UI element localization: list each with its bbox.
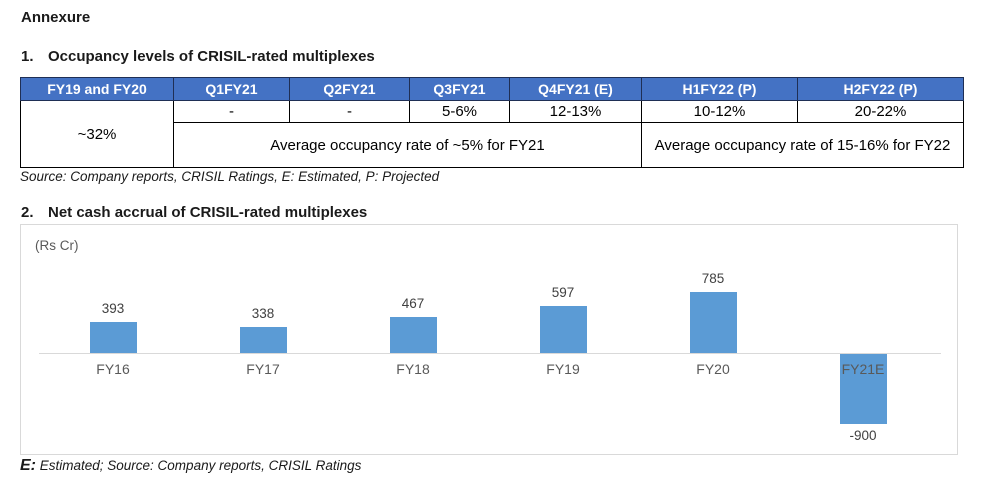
value-label-fy17: 338 bbox=[251, 306, 275, 321]
cell-q3fy21-value: 5-6% bbox=[409, 100, 510, 123]
value-label-fy18: 467 bbox=[401, 296, 425, 311]
value-label-fy16: 393 bbox=[101, 301, 125, 316]
chart-footnote: E: Estimated; Source: Company reports, C… bbox=[20, 457, 361, 475]
cell-q2fy21-value: - bbox=[289, 100, 410, 123]
value-label-fy20: 785 bbox=[701, 271, 725, 286]
category-label-fy18: FY18 bbox=[396, 361, 430, 377]
col-header-h2fy22: H2FY22 (P) bbox=[797, 77, 964, 101]
occupancy-values-row: ~32% - - 5-6% 12-13% 10-12% 20-22% bbox=[20, 100, 964, 168]
col-header-q4fy21: Q4FY21 (E) bbox=[509, 77, 642, 101]
section1-heading: 1. Occupancy levels of CRISIL-rated multi… bbox=[21, 48, 375, 65]
cell-fy21-summary: Average occupancy rate of ~5% for FY21 bbox=[173, 122, 642, 168]
value-label-fy19: 597 bbox=[551, 285, 575, 300]
cell-q1fy21-value: - bbox=[173, 100, 290, 123]
col-header-q1fy21: Q1FY21 bbox=[173, 77, 290, 101]
cell-fy19-fy20-value: ~32% bbox=[20, 100, 174, 168]
section2-heading: 2. Net cash accrual of CRISIL-rated multi… bbox=[21, 204, 367, 221]
value-label-fy21e: -900 bbox=[849, 428, 877, 443]
bar-chart-plot: (Rs Cr) 393 FY16 338 FY17 467 FY18 597 FY19 785 F… bbox=[20, 224, 958, 455]
page-title: Annexure bbox=[21, 9, 91, 26]
section2-title: Net cash accrual of CRISIL-rated multipl… bbox=[48, 204, 368, 221]
col-header-h1fy22: H1FY22 (P) bbox=[641, 77, 798, 101]
bar-fy16 bbox=[89, 322, 137, 353]
bar-fy21e bbox=[839, 354, 887, 424]
category-label-fy17: FY17 bbox=[246, 361, 280, 377]
occupancy-table: FY19 and FY20 Q1FY21 Q2FY21 Q3FY21 Q4FY2… bbox=[20, 77, 964, 168]
col-header-q2fy21: Q2FY21 bbox=[289, 77, 410, 101]
category-label-fy16: FY16 bbox=[96, 361, 130, 377]
chart-footnote-prefix: E: bbox=[20, 457, 36, 474]
chart-unit-label: (Rs Cr) bbox=[35, 238, 79, 253]
category-label-fy20: FY20 bbox=[696, 361, 730, 377]
bar-fy20 bbox=[689, 292, 737, 353]
cell-h2fy22-value: 20-22% bbox=[797, 100, 964, 123]
occupancy-table-header-row: FY19 and FY20 Q1FY21 Q2FY21 Q3FY21 Q4FY2… bbox=[20, 77, 964, 101]
col-header-fy19-fy20: FY19 and FY20 bbox=[20, 77, 174, 101]
x-axis-line bbox=[39, 353, 941, 354]
section1-number: 1. bbox=[21, 48, 34, 65]
cell-q4fy21-value: 12-13% bbox=[509, 100, 642, 123]
bar-fy19 bbox=[539, 306, 587, 353]
col-header-q3fy21: Q3FY21 bbox=[409, 77, 510, 101]
section1-title: Occupancy levels of CRISIL-rated multipl… bbox=[48, 48, 375, 65]
category-label-fy19: FY19 bbox=[546, 361, 580, 377]
chart-footnote-text: Estimated; Source: Company reports, CRIS… bbox=[36, 458, 362, 473]
cell-fy22-summary: Average occupancy rate of 15-16% for FY2… bbox=[641, 122, 964, 168]
section2-number: 2. bbox=[21, 204, 34, 221]
category-label-fy21e: FY21E bbox=[841, 361, 885, 377]
bar-fy17 bbox=[239, 327, 287, 353]
table-source-note: Source: Company reports, CRISIL Ratings,… bbox=[20, 169, 440, 184]
occupancy-summary-row: Average occupancy rate of ~5% for FY21 A… bbox=[21, 122, 964, 168]
bar-fy18 bbox=[389, 317, 437, 353]
cell-h1fy22-value: 10-12% bbox=[641, 100, 798, 123]
